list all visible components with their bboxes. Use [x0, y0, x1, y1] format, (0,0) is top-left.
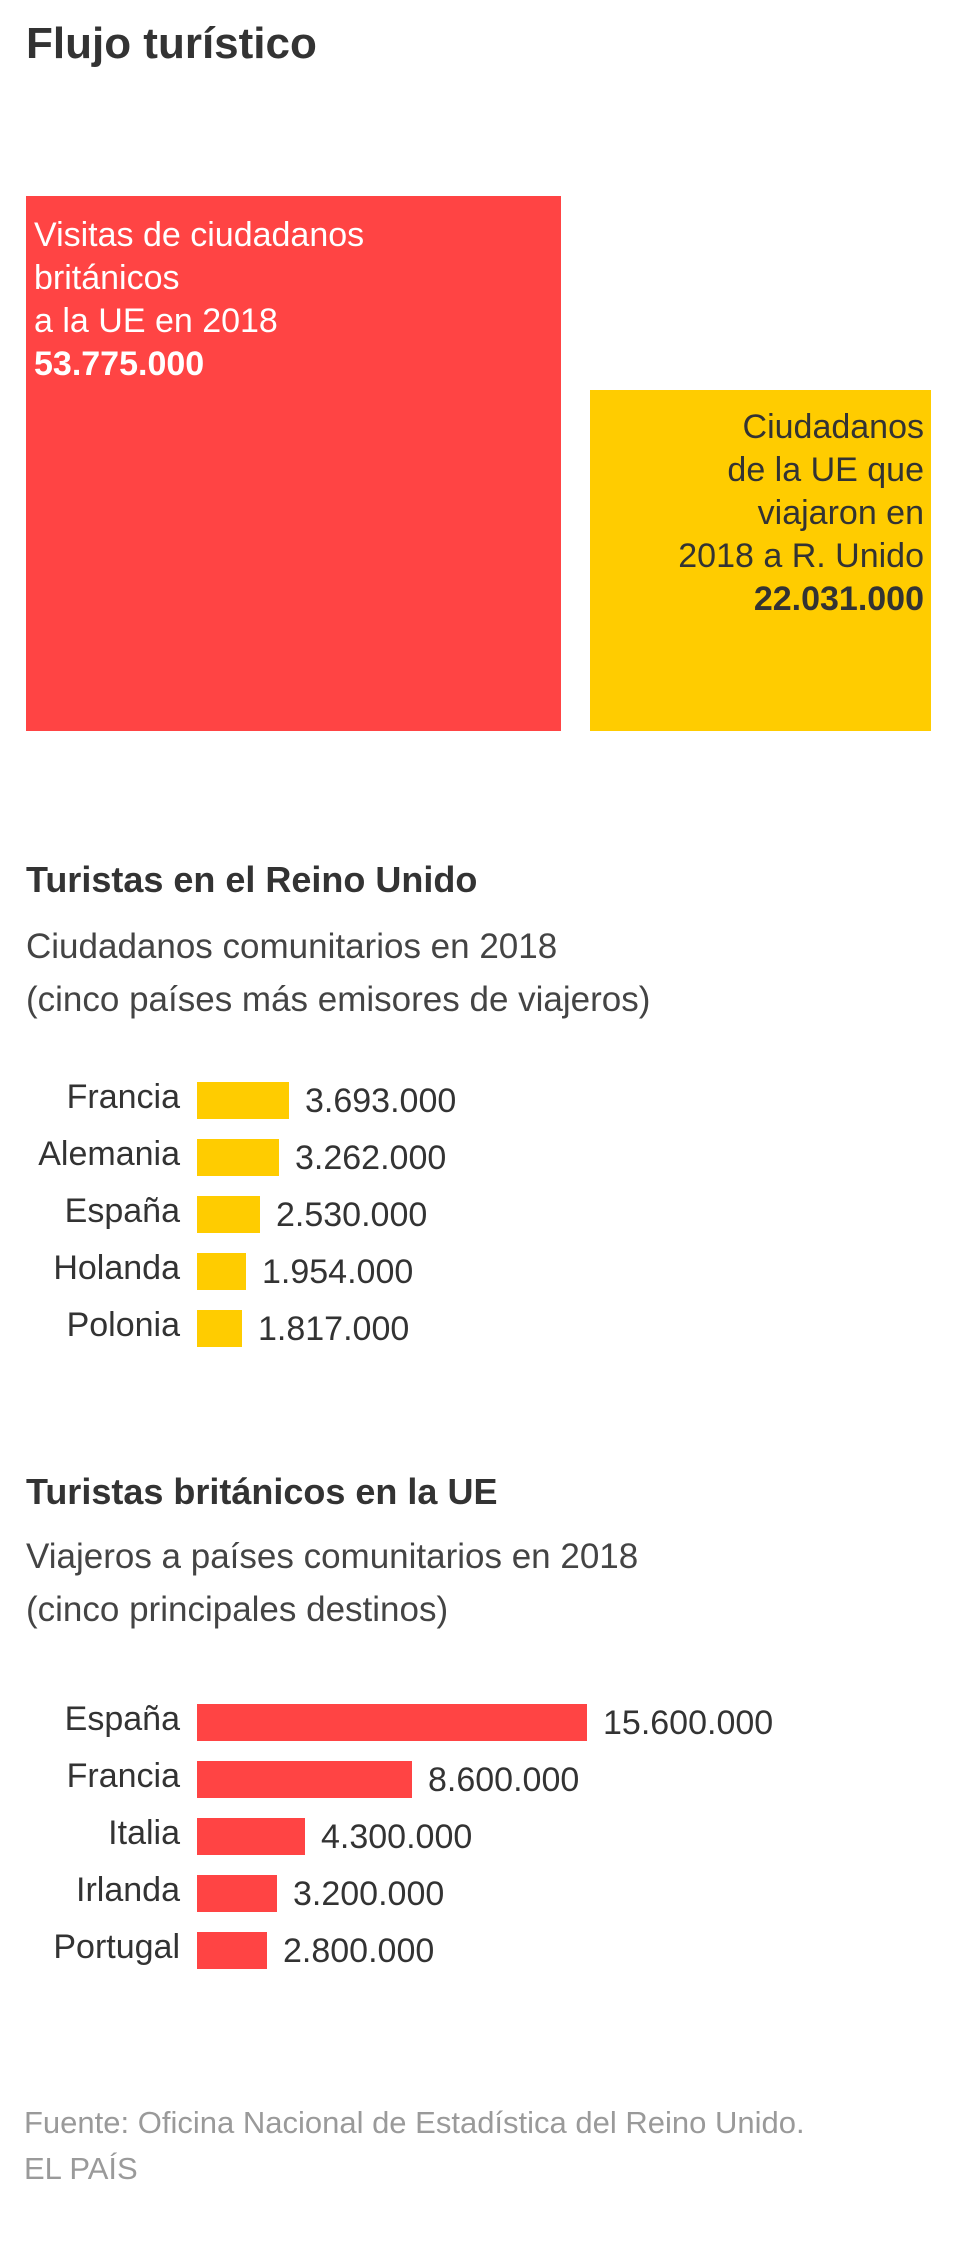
page-title: Flujo turístico	[26, 19, 317, 68]
bar-row: Alemania 3.262.000	[0, 1129, 980, 1186]
chart-eu-title: Turistas británicos en la UE	[26, 1471, 498, 1512]
eu-visits-uk-value: 22.031.000	[753, 580, 924, 618]
bar-category-label: Francia	[66, 1757, 180, 1795]
bar-value-label: 1.954.000	[262, 1253, 414, 1291]
bar-category-label: Francia	[66, 1078, 180, 1116]
bar-row: Portugal 2.800.000	[0, 1922, 980, 1979]
bar-value-label: 4.300.000	[321, 1818, 473, 1856]
bar-category-label: Alemania	[38, 1135, 180, 1173]
bar-row: España 15.600.000	[0, 1694, 980, 1751]
bar-category-label: Italia	[108, 1814, 180, 1852]
bar-value-label: 8.600.000	[428, 1761, 580, 1799]
bar-value-label: 15.600.000	[603, 1704, 774, 1742]
bar-value-label: 2.800.000	[283, 1932, 435, 1970]
bar-value-label: 2.530.000	[276, 1196, 428, 1234]
bar	[197, 1875, 277, 1912]
uk-visits-eu-value: 53.775.000	[34, 345, 205, 383]
footer-source: Fuente: Oficina Nacional de Estadística …	[24, 2105, 805, 2140]
bar	[197, 1704, 587, 1741]
chart-uk-title: Turistas en el Reino Unido	[26, 859, 478, 900]
footer: Fuente: Oficina Nacional de Estadística …	[24, 2100, 805, 2192]
bar-row: Polonia 1.817.000	[0, 1300, 980, 1357]
bar-row: Irlanda 3.200.000	[0, 1865, 980, 1922]
bar-value-label: 3.200.000	[293, 1875, 445, 1913]
bar	[197, 1310, 242, 1347]
bar	[197, 1761, 412, 1798]
bar-category-label: España	[64, 1192, 180, 1230]
bar-value-label: 3.262.000	[295, 1139, 447, 1177]
eu-visits-uk-label: Ciudadanos de la UE que viajaron en 2018…	[678, 408, 924, 575]
bar	[197, 1082, 289, 1119]
bar-row: Italia 4.300.000	[0, 1808, 980, 1865]
bar-row: España 2.530.000	[0, 1186, 980, 1243]
bar	[197, 1818, 305, 1855]
eu-visits-uk-square: Ciudadanos de la UE que viajaron en 2018…	[590, 390, 931, 731]
bar-value-label: 3.693.000	[305, 1082, 457, 1120]
bar	[197, 1196, 260, 1233]
footer-brand: EL PAÍS	[24, 2151, 138, 2186]
bar-category-label: Irlanda	[76, 1871, 180, 1909]
bar-row: Holanda 1.954.000	[0, 1243, 980, 1300]
bar-category-label: Polonia	[66, 1306, 180, 1344]
bar-category-label: España	[64, 1700, 180, 1738]
chart-uk-subtitle: Ciudadanos comunitarios en 2018 (cinco p…	[26, 927, 651, 1019]
bar-category-label: Portugal	[53, 1928, 180, 1966]
bar	[197, 1253, 246, 1290]
bar	[197, 1139, 279, 1176]
bar-value-label: 1.817.000	[258, 1310, 410, 1348]
uk-visits-eu-label: Visitas de ciudadanos británicos a la UE…	[34, 216, 365, 340]
bar-row: Francia 8.600.000	[0, 1751, 980, 1808]
chart-eu-subtitle: Viajeros a países comunitarios en 2018 (…	[26, 1537, 639, 1629]
bar-category-label: Holanda	[53, 1249, 180, 1287]
uk-visits-eu-square: Visitas de ciudadanos británicos a la UE…	[26, 196, 561, 731]
bar-row: Francia 3.693.000	[0, 1072, 980, 1129]
bar	[197, 1932, 267, 1969]
